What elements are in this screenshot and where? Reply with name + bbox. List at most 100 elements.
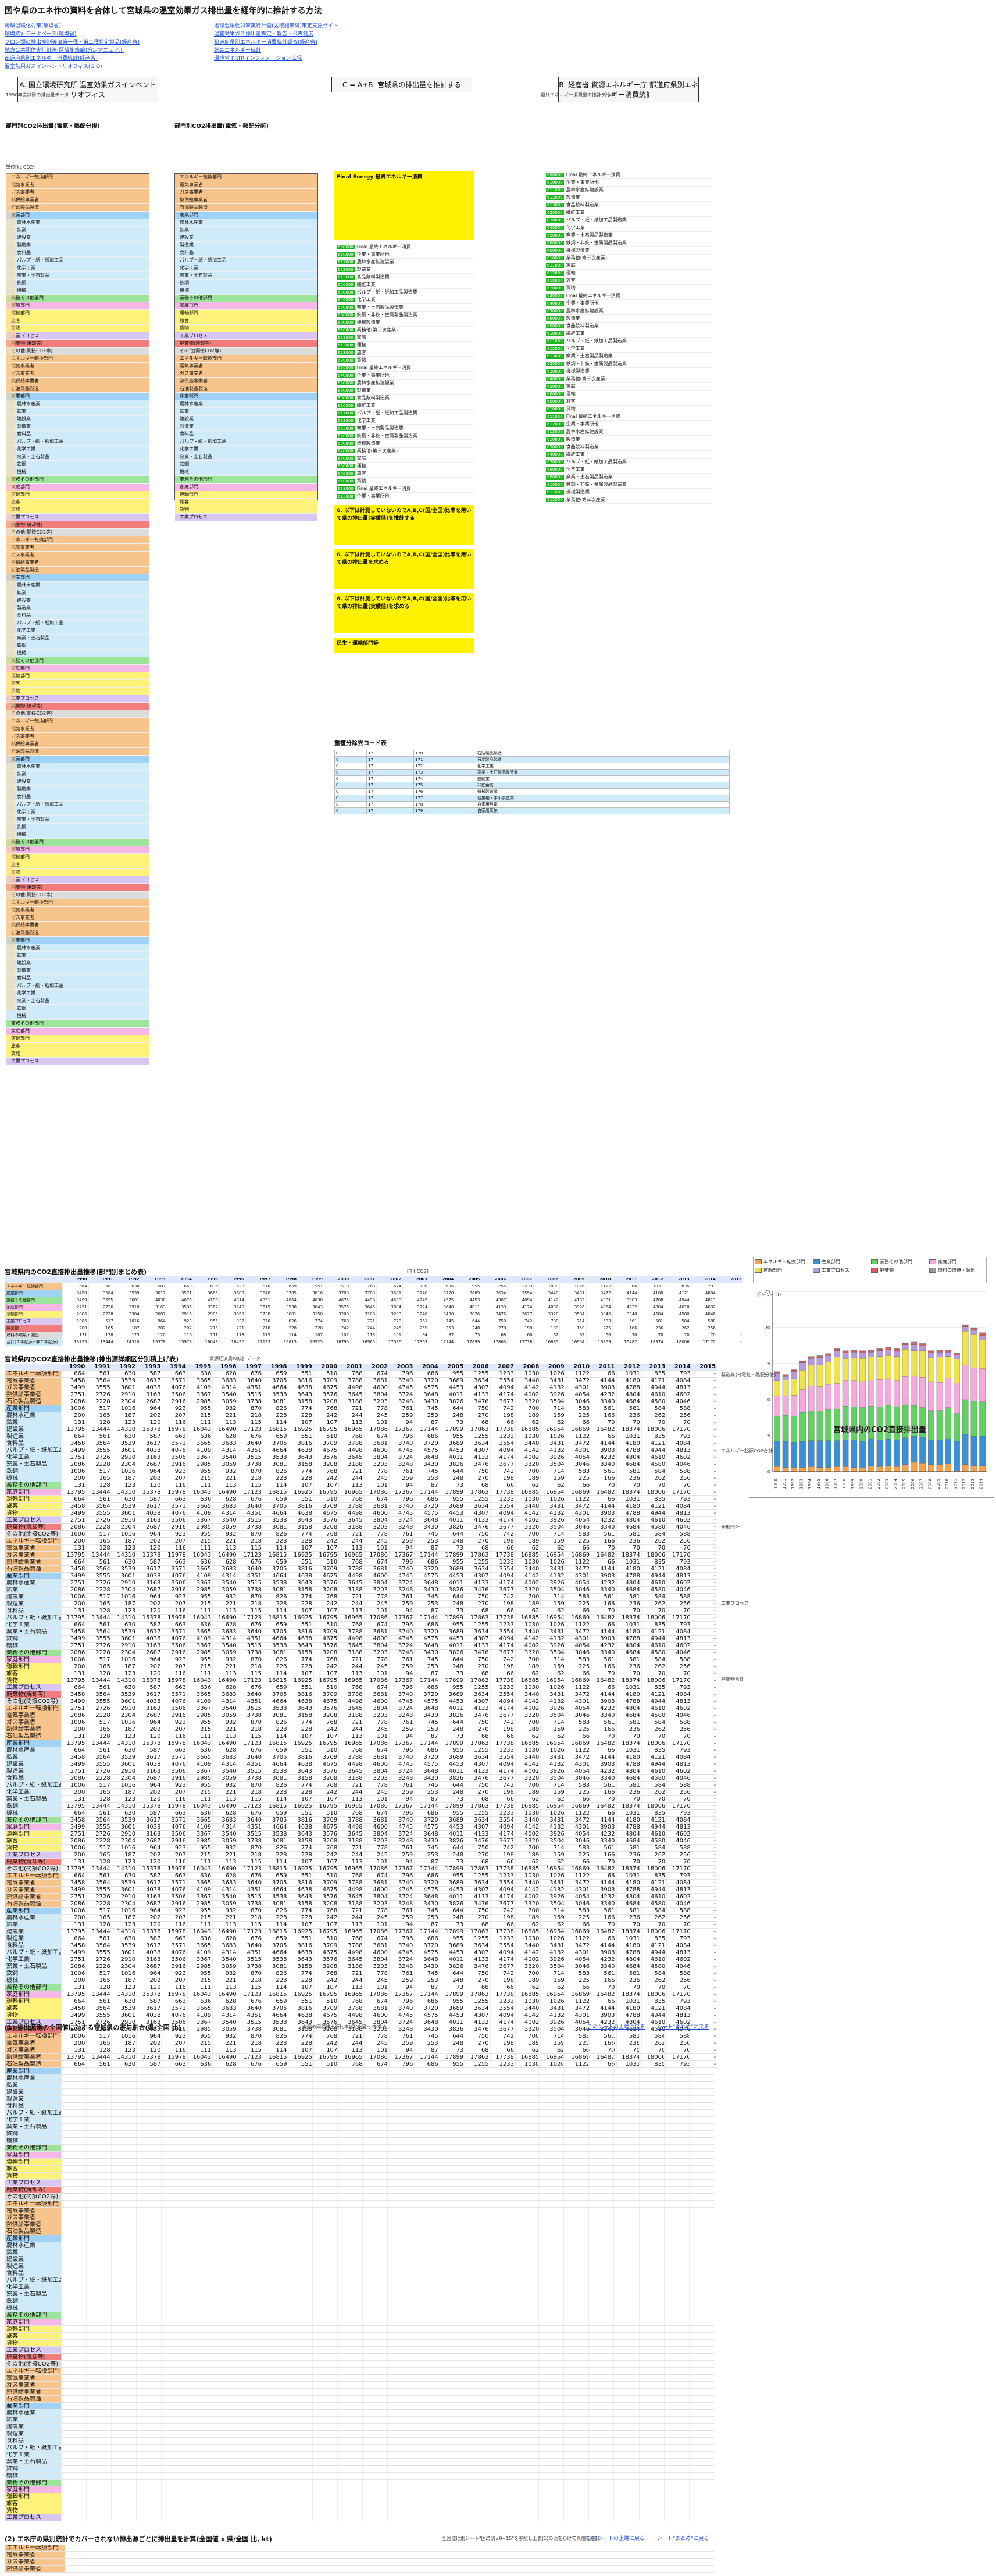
em2-cell: 4351 [237,1510,263,1516]
ref-link[interactable]: 総合エネルギー統計 [214,48,262,53]
ratio1-cell [412,2298,438,2305]
bar-segment [859,1468,866,1472]
ref-link[interactable]: 温室効果ガスインベントリオフィス(GIO) [5,64,102,70]
ratio1-cell [362,2235,387,2242]
code-chip: 611000 [337,486,355,491]
ratio1-cell [161,2124,186,2130]
ratio1-cell [387,2075,412,2081]
em1-cell: 3248 [402,1311,429,1318]
section-a-item: 産業部門 [6,574,149,582]
ratio1-cell [85,2131,111,2137]
bar-segment [816,1355,823,1357]
em2-cell: 189 [515,1663,540,1670]
em2-cell: 120 [137,1608,162,1614]
em2-cell: 1016 [111,1845,137,1851]
em2-cell: 3430 [414,2026,439,2033]
ratio1-cell [638,2242,664,2249]
ratio1-cell [563,2235,588,2242]
em2-cell: 256 [666,1726,691,1733]
em2-cell: 761 [389,1908,414,1914]
y-tick-label: 20 [765,1325,770,1330]
x-tick-label: 1996 [825,1478,830,1489]
ratio1-cell [663,2305,689,2312]
em2-cell: 259 [389,1663,414,1670]
section-a-item: エネルギー転換部門 [6,718,149,725]
ref-link[interactable]: 地球温暖化対策(環境省) [5,23,62,29]
em1-cell: 3340 [612,1311,638,1318]
em2-cell: 114 [263,1733,288,1740]
em2-cell: 198 [490,1977,515,1984]
ratio1-cell [613,2075,638,2081]
em2-cell: 228 [288,1538,313,1544]
ratio1-summary-link[interactable]: シート"まとめ"に戻る [657,2024,709,2030]
ref-link[interactable]: フロン類の排出抑制等法第一種・第二種特定製品(経産省) [5,40,140,45]
em2-cell: 107 [313,2047,338,2053]
em1-cell: 256 [690,1325,717,1332]
em2-cell: 4144 [591,1880,616,1886]
em2-cell: 3515 [237,1768,263,1774]
em2-cell: 16925 [288,1426,313,1433]
bar-segment [919,1462,926,1472]
ratio1-cell [513,2089,538,2095]
em2-cell: 66 [565,1482,591,1489]
section-b-row: 611000 パルプ・紙・紙加工品製造業 [544,338,712,345]
em1-cell: 1026 [559,1283,586,1290]
ratio1-cell [85,2221,111,2228]
em2-cell: 17144 [414,1489,439,1495]
em2-cell: 4675 [313,1949,338,1956]
em2-cell: 4745 [389,1949,414,1956]
section-a-item: 工業プロセス [6,332,149,340]
ratio1-cell [663,2089,689,2095]
ratio1-cell [688,2110,714,2116]
em2-cell: 3163 [137,1643,162,1649]
em2-cell: 221 [212,1726,237,1733]
em1-cell: 3709 [324,1290,350,1297]
em2-row-label: 化学工業 [5,1454,61,1461]
em2-cell: 659 [263,1998,288,2005]
ref-link[interactable]: 都道府県別エネルギー消費統計(経産省) [5,56,98,62]
em2-cell: 16815 [263,1866,288,1872]
em2-cell: 4132 [540,1698,565,1705]
section-b-label: 化学工業 [566,346,585,351]
ratio1-cell [588,2235,613,2242]
em2-cell: - [691,1935,717,1942]
em2-cell: 3724 [389,1454,414,1461]
em2-cell: - [691,1761,717,1768]
bar-segment [928,1410,934,1440]
em2-cell: 18006 [641,2054,666,2060]
em2-cell: 115 [237,1733,263,1740]
em2-cell: 835 [641,1559,666,1565]
em2-cell: 584 [641,1405,666,1412]
em2-cell: 663 [162,1433,187,1440]
code-chip: 640000 [337,373,355,378]
em2-cell: 73 [439,1545,465,1551]
ref-link[interactable]: 温室効果ガス排出量算定・報告・公表制度 [214,31,314,37]
mid-table-cell: 0 [334,769,367,776]
ref-link[interactable]: 地方公共団体実行計画(区域施策編)策定マニュアル [5,48,124,53]
em2-cell: 3540 [212,1643,237,1649]
ref-link[interactable]: 都道府県別エネルギー消費統計調査(経産省) [214,40,318,45]
section-a-item: 石油製品製造 [6,204,149,212]
ref-link[interactable]: 環境省 PRTRインフォメーション広場 [214,56,302,62]
ref-link[interactable]: 環境統計データベース(環境省) [5,31,77,37]
ratio1-cell [488,2145,513,2151]
ratio1-cell [287,2277,312,2284]
em2-cell: 15378 [137,1929,162,1935]
ratio1-cell [85,2033,111,2040]
em2-cell: 3367 [187,1643,212,1649]
ratio1-cell [613,2166,638,2172]
em2-cell: 66 [490,1796,515,1802]
ref-link[interactable]: 地球温暖化対策実行計画(区域施策編)策定支援サイト [214,23,339,29]
em2-cell: 3158 [288,1963,313,1970]
em2-cell: 4011 [439,1580,465,1586]
section-a-item: 化学工業 [6,446,149,453]
em2-row: 熱供給事業者 2751 2726 2910 3163 3506 3367 3540 3515 35… [5,1894,717,1901]
em2-cell: 115 [237,1608,263,1614]
em2-cell: 4351 [237,2012,263,2019]
em2-row-label: パルプ・紙・紙加工品 [5,1782,61,1788]
ratio1-top-link[interactable]: このシートの上端に戻る [587,2024,645,2030]
em2-cell: 15378 [137,1552,162,1558]
em1-cell: 4804 [638,1304,665,1311]
em2-cell: 1016 [111,1656,137,1663]
section-b-row: 630000 食品飲料製造業 [544,443,712,451]
